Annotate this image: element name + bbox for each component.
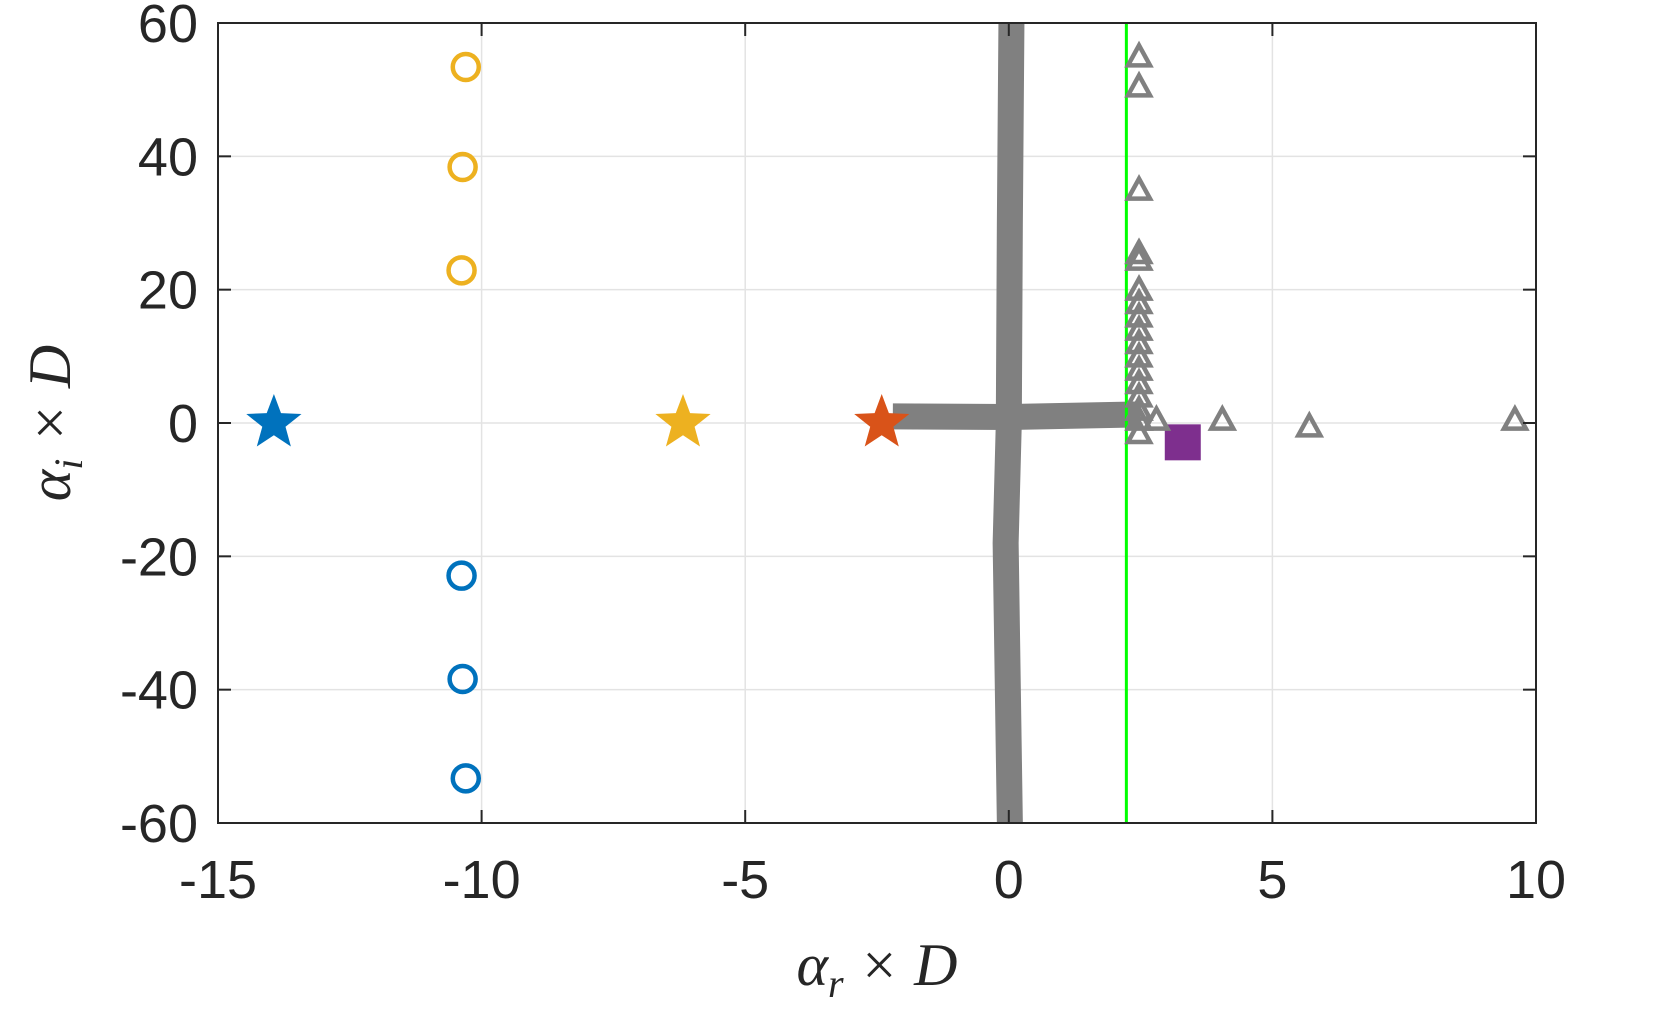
circle-marker xyxy=(447,151,478,183)
x-tick-label: -15 xyxy=(179,850,257,910)
star-marker xyxy=(655,394,711,447)
x-tick-label: 5 xyxy=(1257,850,1287,910)
triangle-marker xyxy=(1124,417,1154,445)
circle-marker xyxy=(450,763,482,794)
y-tick-label: 60 xyxy=(138,0,198,54)
y-tick-label: -20 xyxy=(120,527,198,587)
y-label-sub: i xyxy=(46,459,91,470)
triangle-marker xyxy=(1124,353,1154,381)
triangle-marker xyxy=(1124,237,1154,265)
y-label-rest: × D xyxy=(17,345,83,459)
star-marker xyxy=(854,394,910,447)
y-axis-label: αi × D xyxy=(17,345,91,501)
x-tick-label: -10 xyxy=(443,850,521,910)
triangle-marker xyxy=(1124,340,1154,368)
circle-marker xyxy=(446,255,477,286)
circle-marker xyxy=(447,663,478,695)
triangle-marker xyxy=(1500,403,1530,431)
x-tick-label: 0 xyxy=(994,850,1024,910)
triangle-marker xyxy=(1124,327,1154,355)
triangle-marker xyxy=(1124,273,1154,301)
x-axis-label: αr × D xyxy=(797,932,958,1006)
circle-marker xyxy=(450,51,482,83)
x-label-rest: × D xyxy=(844,932,958,998)
y-tick-label: -60 xyxy=(120,794,198,854)
x-tick-label: 10 xyxy=(1506,850,1566,910)
triangle-marker xyxy=(1124,367,1154,395)
triangle-marker xyxy=(1124,313,1154,341)
x-tick-label: -5 xyxy=(721,850,769,910)
y-tick-label: -40 xyxy=(120,661,198,721)
gray-locus-line xyxy=(892,401,1141,430)
ticks: -15 -10 -5 0 5 10 -60 -40 -20 0 20 40 60 xyxy=(120,0,1566,910)
triangle-marker xyxy=(1124,243,1154,271)
triangle-marker xyxy=(1294,410,1325,438)
triangle-marker xyxy=(1124,403,1154,431)
star-marker xyxy=(246,394,302,447)
y-tick-label: 40 xyxy=(138,127,198,187)
y-tick-label: 0 xyxy=(168,394,198,454)
triangle-marker xyxy=(1207,403,1238,431)
triangle-marker xyxy=(1124,287,1154,315)
triangle-marker xyxy=(1124,70,1154,98)
triangle-marker xyxy=(1124,40,1154,68)
x-label-sub: r xyxy=(828,961,844,1006)
triangle-marker xyxy=(1124,300,1154,328)
y-label-main: α xyxy=(17,468,83,501)
triangle-marker xyxy=(1124,173,1154,201)
x-label-main: α xyxy=(797,932,830,998)
triangle-marker xyxy=(1141,403,1172,431)
y-tick-label: 20 xyxy=(138,261,198,321)
circle-marker xyxy=(446,560,477,591)
data-marks xyxy=(246,23,1530,823)
